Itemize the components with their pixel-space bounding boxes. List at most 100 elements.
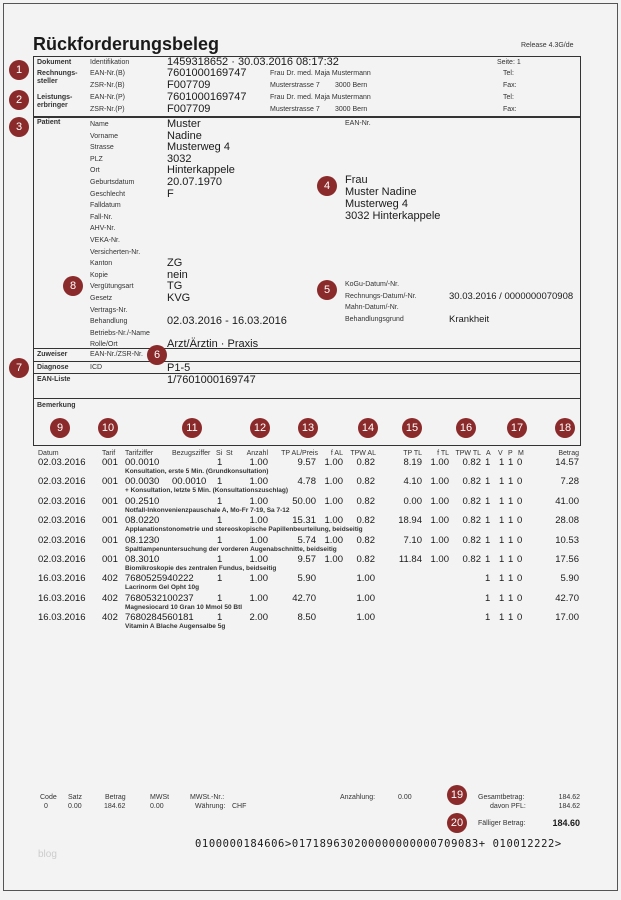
- column-header: Si: [216, 450, 223, 457]
- footer-waehrung: Währung:: [195, 803, 226, 810]
- header-zsr-p: ZSR-Nr.(P): [90, 106, 125, 113]
- cell-p: 1: [508, 495, 514, 507]
- cell-m: 0: [517, 612, 523, 624]
- cell-tpwal: 1.00: [356, 612, 376, 624]
- cell-si: 1: [217, 515, 223, 527]
- column-header: Tarif: [102, 450, 116, 457]
- cell-si: 1: [217, 592, 223, 604]
- header-fax: Fax:: [503, 82, 517, 89]
- cell-v: 1: [499, 554, 505, 565]
- marker-10: 10: [98, 418, 118, 438]
- cell-tpwal: 0.82: [356, 495, 376, 507]
- header-box: [33, 56, 581, 118]
- cell-tptl: 18.94: [398, 515, 422, 527]
- footer-gesamt: Gesamtbetrag:: [478, 794, 525, 801]
- cell-betrag: 42.70: [555, 592, 579, 604]
- footer-mwst-nr: MWSt.-Nr.:: [190, 794, 225, 801]
- header-street: Musterstrasse 7: [270, 106, 320, 113]
- cell-tpal: 4.78: [297, 476, 317, 488]
- marker-11: 11: [182, 418, 202, 438]
- patient-field-value: Hinterkappele: [167, 164, 235, 177]
- patient-field-label: Name: [90, 121, 109, 128]
- header-city: 3000 Bern: [335, 106, 368, 113]
- cell-a: 1: [485, 515, 491, 527]
- diagnose-value: P1-5: [167, 362, 191, 374]
- cell-anzahl: 1.00: [249, 534, 269, 546]
- cell-a: 1: [485, 592, 491, 604]
- header-ean-p: EAN-Nr.(P): [90, 94, 125, 101]
- header-zsr-p-value: F007709: [167, 103, 211, 115]
- patient-field-label: Betriebs-Nr./-Name: [90, 329, 150, 337]
- header-seite: Seite: 1: [497, 59, 521, 66]
- marker-15: 15: [402, 418, 422, 438]
- cell-anzahl: 1.00: [249, 515, 269, 527]
- cell-m: 0: [517, 554, 523, 565]
- footer-mwst: MWSt: [150, 794, 170, 801]
- cell-tpwal: 1.00: [356, 573, 376, 585]
- patient-field-label: Vorname: [90, 132, 119, 140]
- footer-code: Code: [40, 794, 57, 801]
- cell-tptl: 0.00: [403, 495, 423, 507]
- patient-field-label: Versicherten-Nr.: [90, 248, 141, 256]
- patient-field-value: ZG: [167, 257, 183, 270]
- patient-field-label: AHV-Nr.: [90, 225, 116, 233]
- patient-field-label: Strasse: [90, 144, 114, 152]
- footer-satz: Satz: [68, 794, 83, 801]
- cell-tarif: 001: [102, 515, 118, 527]
- column-header: Betrag: [558, 450, 579, 457]
- cell-m: 0: [517, 495, 523, 507]
- cell-a: 1: [485, 534, 491, 546]
- cell-ziffer: 08.3010: [125, 554, 160, 565]
- pfl-value: 184.62: [558, 803, 580, 810]
- cell-tpwal: 1.00: [356, 592, 376, 604]
- marker-3: 3: [9, 117, 29, 137]
- patient-field-label: Fall-Nr.: [90, 213, 113, 221]
- address-line: Muster Nadine: [345, 186, 417, 198]
- cell-fal: 1.00: [324, 534, 344, 546]
- cell-datum: 16.03.2016: [38, 573, 86, 585]
- service-description: + Konsultation, letzte 5 Min. (Konsultat…: [125, 487, 289, 495]
- marker-7: 7: [9, 358, 29, 378]
- invoice-field-label: Mahn-Datum/-Nr.: [345, 304, 399, 312]
- cell-anzahl: 1.00: [249, 592, 269, 604]
- cell-tpwal: 0.82: [356, 457, 376, 468]
- cell-ftl: 1.00: [430, 457, 450, 468]
- cell-tpal: 9.57: [297, 457, 317, 468]
- watermark: blog: [38, 849, 57, 860]
- cell-p: 1: [508, 534, 514, 546]
- cell-m: 0: [517, 457, 523, 468]
- cell-tpal: 9.57: [297, 554, 317, 565]
- cell-tarif: 001: [102, 457, 118, 468]
- cell-anzahl: 1.00: [249, 573, 269, 585]
- patient-field-value: 3032: [167, 152, 192, 165]
- cell-p: 1: [508, 476, 514, 488]
- cell-si: 1: [217, 612, 223, 624]
- marker-19: 19: [447, 785, 467, 805]
- cell-tpal: 8.50: [297, 612, 317, 624]
- header-tel: Tel:: [503, 70, 514, 77]
- cell-betrag: 14.57: [555, 457, 579, 468]
- footer-pfl: davon PFL:: [490, 803, 526, 810]
- header-dokument: Dokument: [37, 59, 72, 66]
- cell-ftl: 1.00: [430, 534, 450, 546]
- header-street: Musterstrasse 7: [270, 82, 320, 89]
- cell-v: 1: [499, 457, 505, 468]
- patient-field-label: Gesetz: [90, 295, 113, 302]
- cell-m: 0: [517, 573, 523, 585]
- cell-anzahl: 1.00: [249, 457, 269, 468]
- patient-field-value: nein: [167, 268, 188, 281]
- column-header: V: [498, 450, 503, 457]
- cell-tpwtl: 0.82: [462, 457, 482, 468]
- cell-a: 1: [485, 573, 491, 585]
- cell-ftl: 1.00: [430, 495, 450, 507]
- cell-betrag: 28.08: [555, 515, 579, 527]
- zuweiser-label: Zuweiser: [37, 351, 68, 358]
- patient-field-label: Vergütungsart: [90, 283, 134, 291]
- ean-liste-label: EAN-Liste: [37, 376, 71, 383]
- footer-betrag-v: 184.62: [104, 803, 126, 810]
- cell-p: 1: [508, 554, 514, 565]
- marker-14: 14: [358, 418, 378, 438]
- column-header: Anzahl: [246, 450, 268, 457]
- invoice-field-value: 30.03.2016 / 0000000070908: [449, 290, 574, 302]
